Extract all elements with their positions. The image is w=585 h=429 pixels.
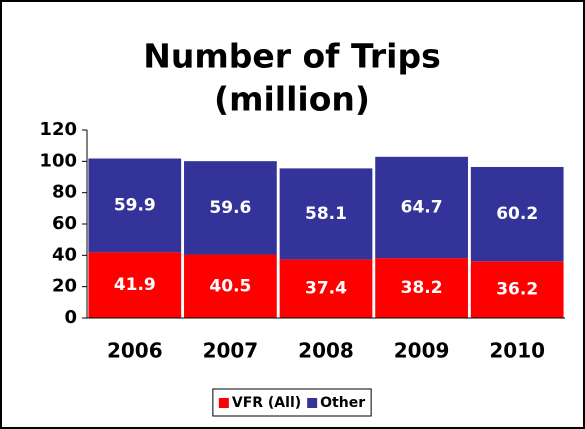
y-tick-label: 20	[52, 276, 77, 297]
value-label: 36.2	[496, 280, 538, 300]
y-tick-label: 0	[64, 307, 77, 328]
legend-swatch	[218, 398, 229, 408]
y-tick-label: 60	[52, 213, 77, 234]
chart-title: (million)	[214, 80, 370, 119]
x-tick-label: 2010	[489, 339, 545, 363]
value-label: 38.2	[401, 278, 443, 298]
value-label: 59.6	[209, 198, 251, 218]
bar-segment	[375, 258, 468, 318]
bar-segment	[375, 156, 468, 259]
value-label: 37.4	[305, 279, 347, 299]
bar-segment	[184, 254, 277, 318]
value-label: 64.7	[401, 197, 443, 217]
bar-segment	[184, 161, 277, 255]
bar-segment	[470, 261, 564, 318]
bar-segment	[279, 259, 373, 318]
x-tick-label: 2006	[107, 339, 163, 363]
bar-segment	[279, 168, 373, 260]
y-tick-label: 120	[39, 119, 77, 140]
bar-segment	[88, 252, 182, 318]
x-tick-label: 2007	[203, 339, 259, 363]
bar-segment	[470, 166, 564, 262]
legend-label: Other	[320, 395, 365, 411]
x-tick-label: 2008	[298, 339, 354, 363]
y-tick-label: 80	[52, 182, 77, 203]
legend-swatch	[307, 398, 318, 408]
legend-label: VFR (All)	[232, 395, 301, 411]
value-label: 60.2	[496, 204, 538, 224]
bar-segment	[88, 158, 182, 253]
value-label: 40.5	[209, 276, 251, 296]
x-tick-label: 2009	[394, 339, 450, 363]
chart-title: Number of Trips	[143, 37, 441, 76]
value-label: 41.9	[114, 275, 156, 295]
value-label: 59.9	[114, 195, 156, 215]
y-tick-label: 40	[52, 244, 77, 265]
value-label: 58.1	[305, 204, 347, 224]
legend-box	[212, 388, 372, 417]
y-tick-label: 100	[39, 150, 77, 171]
